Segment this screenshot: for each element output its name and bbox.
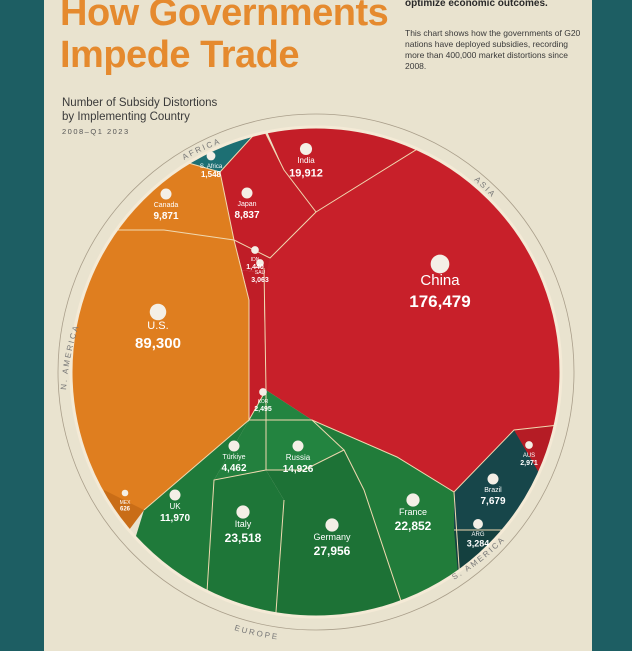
country-value-canada: 9,871 <box>153 211 178 222</box>
country-name-s-africa: S. Africa <box>200 164 223 170</box>
country-name-sau: SAU <box>255 270 266 276</box>
country-value-idn: 1,440 <box>246 264 264 271</box>
flag-icon-japan <box>241 187 253 199</box>
region-arc-guide <box>57 113 575 631</box>
subtitle-line-2: by Implementing Country <box>62 111 190 123</box>
flag-icon-china <box>430 254 450 274</box>
country-value-france: 22,852 <box>395 519 432 533</box>
voronoi-chart: AFRICA ASIA S. AMERICA EUROPE N. AMERICA… <box>57 113 575 642</box>
country-name-idn: IDN <box>251 257 260 263</box>
flag-icon-u-s <box>149 303 167 321</box>
country-value-s-africa: 1,548 <box>201 170 222 179</box>
country-name-india: India <box>297 156 315 165</box>
flag-icon-india <box>299 142 313 156</box>
country-value-arg: 3,284 <box>467 539 490 549</box>
date-range: 2008–Q1 2023 <box>62 127 130 136</box>
intro-bold: optimize economic outcomes. <box>405 0 548 9</box>
country-labels: China 176,479 U.S. 89,300 Germany 27,956 Italy… <box>120 142 538 558</box>
country-name-italy: Italy <box>235 519 252 529</box>
country-value-mex: 626 <box>120 506 131 512</box>
subtitle-line-1: Number of Subsidy Distortions <box>62 97 218 109</box>
flag-icon-s-africa <box>206 151 216 161</box>
country-name-kor: KOR <box>258 399 269 405</box>
flag-icon-aus <box>525 441 533 449</box>
country-name-germany: Germany <box>313 532 351 542</box>
country-name-arg: ARG <box>471 532 484 538</box>
country-value-brazil: 7,679 <box>480 496 505 507</box>
flag-icon-canada <box>160 188 172 200</box>
cell-japan <box>220 127 316 258</box>
flag-icon-russia <box>292 440 304 452</box>
chart-circle-outline <box>69 125 563 619</box>
flag-icon-sau <box>256 259 264 267</box>
country-value-uk: 11,970 <box>160 513 190 524</box>
country-name-japan: Japan <box>237 201 256 208</box>
cell-turkiye <box>214 390 266 480</box>
cell-sau <box>242 270 266 300</box>
flag-icon-uk <box>169 489 181 501</box>
country-value-russia: 14,926 <box>283 464 314 475</box>
country-value-kor: 2,495 <box>254 406 272 413</box>
country-name-brazil: Brazil <box>484 487 502 494</box>
flag-icon-italy <box>236 505 250 519</box>
country-name-u-s: U.S. <box>147 320 168 332</box>
cell-germany <box>266 450 414 617</box>
flag-icon-france <box>406 493 420 507</box>
country-name-aus: AUS <box>523 453 535 459</box>
country-value-u-s: 89,300 <box>135 335 181 352</box>
country-value-italy: 23,518 <box>225 531 262 545</box>
flag-icon-mex <box>121 489 129 497</box>
country-name-mex: MEX <box>120 500 132 506</box>
country-value-germany: 27,956 <box>314 544 351 558</box>
country-value-japan: 8,837 <box>234 210 259 221</box>
flag-icon-brazil <box>487 473 499 485</box>
chart-subtitle: Number of Subsidy Distortions by Impleme… <box>62 96 217 124</box>
infographic: How Governments Impede Trade optimize ec… <box>44 0 592 651</box>
country-value-india: 19,912 <box>289 167 323 179</box>
flag-icon-t-rkiye <box>228 440 240 452</box>
country-value-sau: 3,063 <box>251 277 269 284</box>
title-line-1: How Governments <box>60 0 389 34</box>
flag-icon-arg <box>473 519 483 529</box>
country-value-china: 176,479 <box>409 292 470 311</box>
intro-text: This chart shows how the governments of … <box>405 28 581 71</box>
flag-icon-kor <box>259 388 267 396</box>
country-name-uk: UK <box>169 502 181 511</box>
cell-us <box>71 230 249 520</box>
country-name-russia: Russia <box>286 453 311 462</box>
title-line-2: Impede Trade <box>60 34 299 76</box>
flag-icon-idn <box>251 246 259 254</box>
cell-russia <box>266 390 344 470</box>
country-name-canada: Canada <box>154 202 179 209</box>
country-name-china: China <box>420 272 460 289</box>
country-value-aus: 2,971 <box>520 460 538 467</box>
country-name-t-rkiye: Türkiye <box>223 454 246 461</box>
country-value-t-rkiye: 4,462 <box>221 463 246 474</box>
country-name-france: France <box>399 507 427 517</box>
page-title: How Governments Impede Trade <box>60 0 389 76</box>
flag-icon-germany <box>325 518 339 532</box>
